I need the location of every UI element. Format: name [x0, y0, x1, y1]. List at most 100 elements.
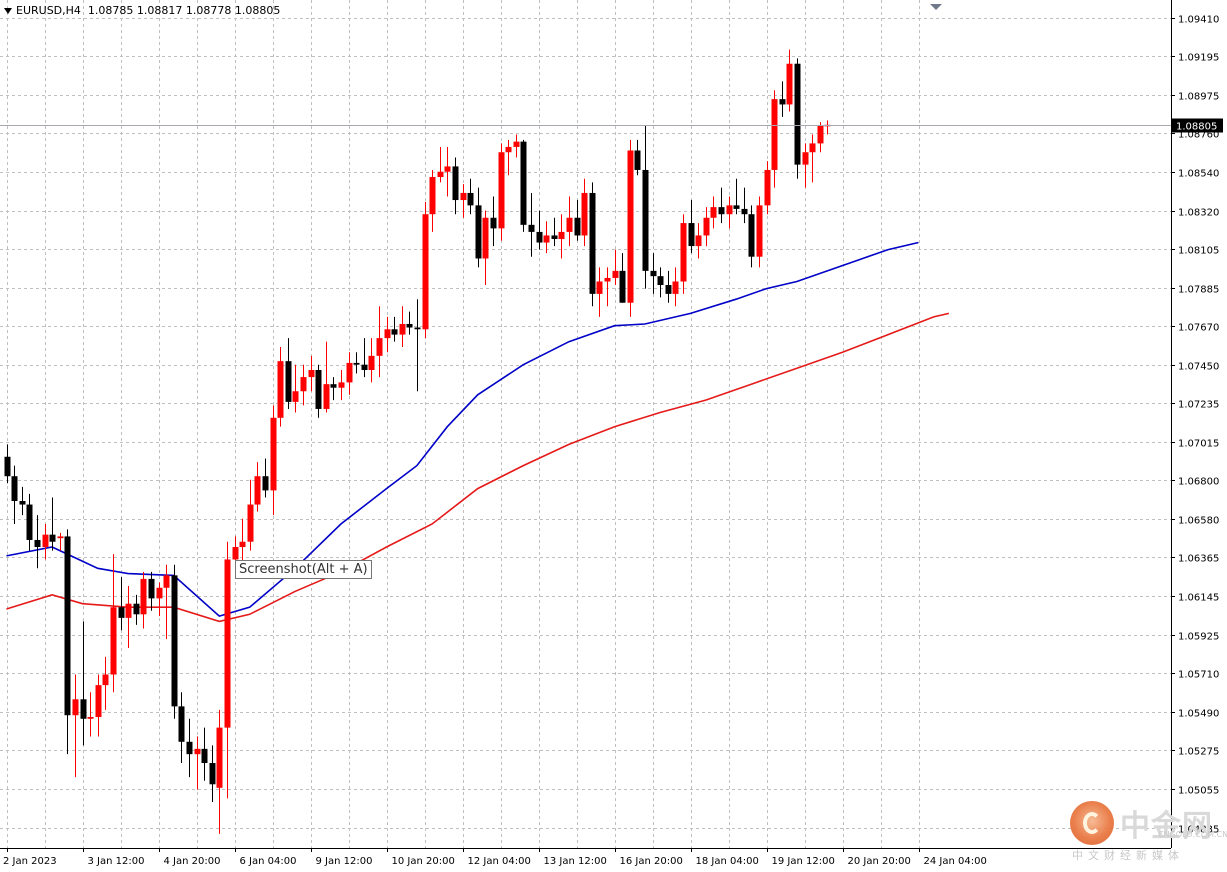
candle	[346, 352, 353, 395]
ohlc-values: 1.08785 1.08817 1.08778 1.08805	[87, 4, 281, 17]
candle	[452, 157, 459, 215]
price-tick-label: 1.07450	[1178, 362, 1219, 373]
candle-body	[733, 205, 740, 209]
candle-body	[520, 141, 527, 225]
scroll-shift-marker-icon[interactable]	[930, 4, 942, 10]
candle-body	[718, 207, 725, 215]
candle-body	[353, 362, 360, 365]
price-tick-label: 1.09410	[1178, 15, 1219, 26]
candle	[444, 146, 451, 197]
time-tick-label: 24 Jan 04:00	[924, 856, 987, 867]
candle	[604, 267, 611, 307]
candle	[467, 178, 474, 215]
candle-body	[657, 276, 664, 286]
candle-body	[498, 152, 505, 229]
time-tick-label: 9 Jan 12:00	[316, 856, 373, 867]
current-price-badge	[1172, 118, 1223, 133]
candle-body	[665, 285, 672, 294]
candle	[254, 462, 261, 512]
price-tick-label: 1.07670	[1178, 323, 1219, 334]
price-axis[interactable]: 1.09410 1.09195 1.08975 1.08760 1.08540 1.083…	[1171, 0, 1219, 848]
candle-body	[216, 727, 223, 788]
candle	[209, 745, 216, 802]
price-tick-label: 1.06365	[1178, 554, 1219, 565]
candle-body	[163, 575, 170, 588]
candle-body	[688, 223, 695, 247]
candle-body	[627, 150, 634, 303]
candle	[475, 187, 482, 268]
candle	[34, 515, 41, 569]
time-axis[interactable]: 2 Jan 2023 3 Jan 12:00 4 Jan 20:00 6 Jan 04…	[0, 848, 1171, 867]
candle	[26, 493, 33, 551]
candle	[422, 201, 429, 339]
candle-body	[771, 99, 778, 170]
symbol-header: EURUSD,H4 1.08785 1.08817 1.08778 1.0880…	[4, 4, 280, 17]
candle	[194, 736, 201, 790]
candle-body	[148, 578, 155, 599]
candle	[4, 444, 11, 484]
candle-body	[391, 329, 398, 335]
candle-body	[19, 501, 26, 505]
candle-body	[634, 150, 641, 170]
candle	[551, 217, 558, 247]
candle-body	[642, 169, 649, 271]
candle-body	[726, 205, 733, 215]
candle	[72, 674, 79, 778]
candle-body	[703, 217, 710, 236]
candle-body	[756, 205, 763, 257]
candle	[528, 192, 535, 257]
candle-body	[558, 231, 565, 239]
candle	[110, 554, 117, 693]
dropdown-triangle-icon[interactable]	[4, 8, 12, 14]
candle-body	[133, 603, 140, 615]
candle-body	[505, 146, 512, 153]
candle-body	[710, 207, 717, 218]
candle	[589, 182, 596, 307]
candle-body	[536, 231, 543, 243]
candle	[80, 621, 87, 746]
candle-body	[794, 63, 801, 165]
candle	[802, 143, 809, 188]
candle-body	[262, 476, 269, 491]
candle	[277, 346, 284, 427]
candle	[49, 497, 56, 551]
candle-body	[802, 152, 809, 165]
candle-body	[292, 391, 299, 402]
candle-body	[748, 214, 755, 257]
candle	[558, 214, 565, 259]
candle-body	[118, 607, 125, 618]
candle	[733, 178, 740, 215]
candle	[414, 299, 421, 392]
candle	[201, 727, 208, 781]
candle	[118, 577, 125, 631]
candle	[619, 253, 626, 303]
price-tick-label: 1.06145	[1178, 593, 1219, 604]
candle	[596, 267, 603, 317]
candle	[756, 196, 763, 268]
candle-body	[125, 603, 132, 618]
candle-body	[376, 338, 383, 356]
candle	[140, 571, 147, 629]
watermark-title: 中金网	[1120, 809, 1213, 844]
candle	[163, 564, 170, 640]
candle-body	[201, 748, 208, 764]
candle-body	[178, 706, 185, 742]
price-tick-label: 1.05275	[1178, 747, 1219, 758]
candle-body	[604, 277, 611, 282]
candle-body	[444, 166, 451, 172]
candle	[566, 196, 573, 247]
candle-body	[475, 205, 482, 259]
time-tick-label: 13 Jan 12:00	[544, 856, 607, 867]
candle	[779, 81, 786, 117]
candle	[498, 143, 505, 241]
candle	[627, 139, 634, 317]
candle-body	[695, 235, 702, 247]
candle-body	[4, 456, 11, 477]
time-tick-label: 20 Jan 20:00	[848, 856, 911, 867]
candle	[665, 270, 672, 303]
candle	[216, 709, 223, 834]
candle	[156, 582, 163, 617]
candle	[809, 134, 816, 183]
candle-body	[528, 224, 535, 232]
